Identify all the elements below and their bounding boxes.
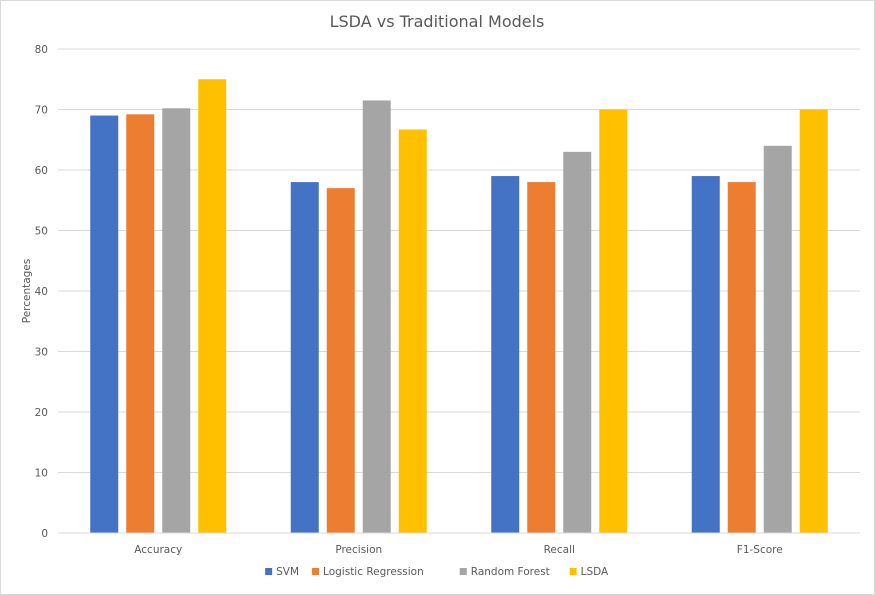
bar-logistic-regression-precision [326,188,355,533]
x-category-label: F1-Score [737,544,783,556]
bar-svm-accuracy [90,115,119,534]
bar-random-forest-accuracy [162,108,191,533]
legend: SVM Logistic Regression Random Forest LSDA [265,566,609,578]
legend-label: Random Forest [471,566,550,578]
gridlines [58,48,860,473]
y-axis-ticks: 0 10 20 30 40 50 60 70 80 [35,44,48,540]
y-tick-label: 50 [35,226,48,238]
legend-item-lsda: LSDA [569,566,609,578]
bar-logistic-regression-f1-score [727,182,756,533]
bar-lsda-f1-score [799,109,828,533]
bar-random-forest-recall [563,151,592,533]
legend-item-random-forest: Random Forest [459,566,550,578]
y-tick-label: 10 [35,468,48,480]
y-tick-label: 30 [35,347,48,359]
bar-lsda-precision [398,129,427,533]
legend-swatch [459,568,467,575]
bar-random-forest-f1-score [763,145,792,534]
legend-swatch [312,568,320,575]
bar-random-forest-precision [362,100,391,534]
legend-swatch [569,568,577,575]
bar-lsda-accuracy [198,79,227,533]
y-tick-label: 20 [35,407,48,419]
y-tick-label: 40 [35,286,48,298]
bars [90,79,828,534]
bar-svm-f1-score [691,176,720,534]
y-tick-label: 0 [41,528,48,540]
legend-label: SVM [276,566,299,578]
y-tick-label: 70 [35,105,48,117]
bar-logistic-regression-accuracy [126,114,155,533]
x-category-label: Recall [544,544,575,556]
bar-svm-recall [491,176,520,534]
bar-lsda-recall [599,109,628,533]
legend-item-logistic-regression: Logistic Regression [312,566,424,578]
y-tick-label: 60 [35,165,48,177]
bar-logistic-regression-recall [527,182,556,533]
legend-item-svm: SVM [265,566,299,578]
category-labels: Accuracy Precision Recall F1-Score [134,544,782,556]
x-category-label: Precision [335,544,382,556]
chart-title: LSDA vs Traditional Models [330,12,545,31]
legend-label: Logistic Regression [323,566,424,578]
bar-svm-precision [290,182,319,533]
legend-swatch [265,568,273,575]
y-axis-title: Percentages [21,259,33,324]
legend-label: LSDA [581,566,609,578]
x-category-label: Accuracy [134,544,182,556]
y-tick-label: 80 [35,44,48,56]
